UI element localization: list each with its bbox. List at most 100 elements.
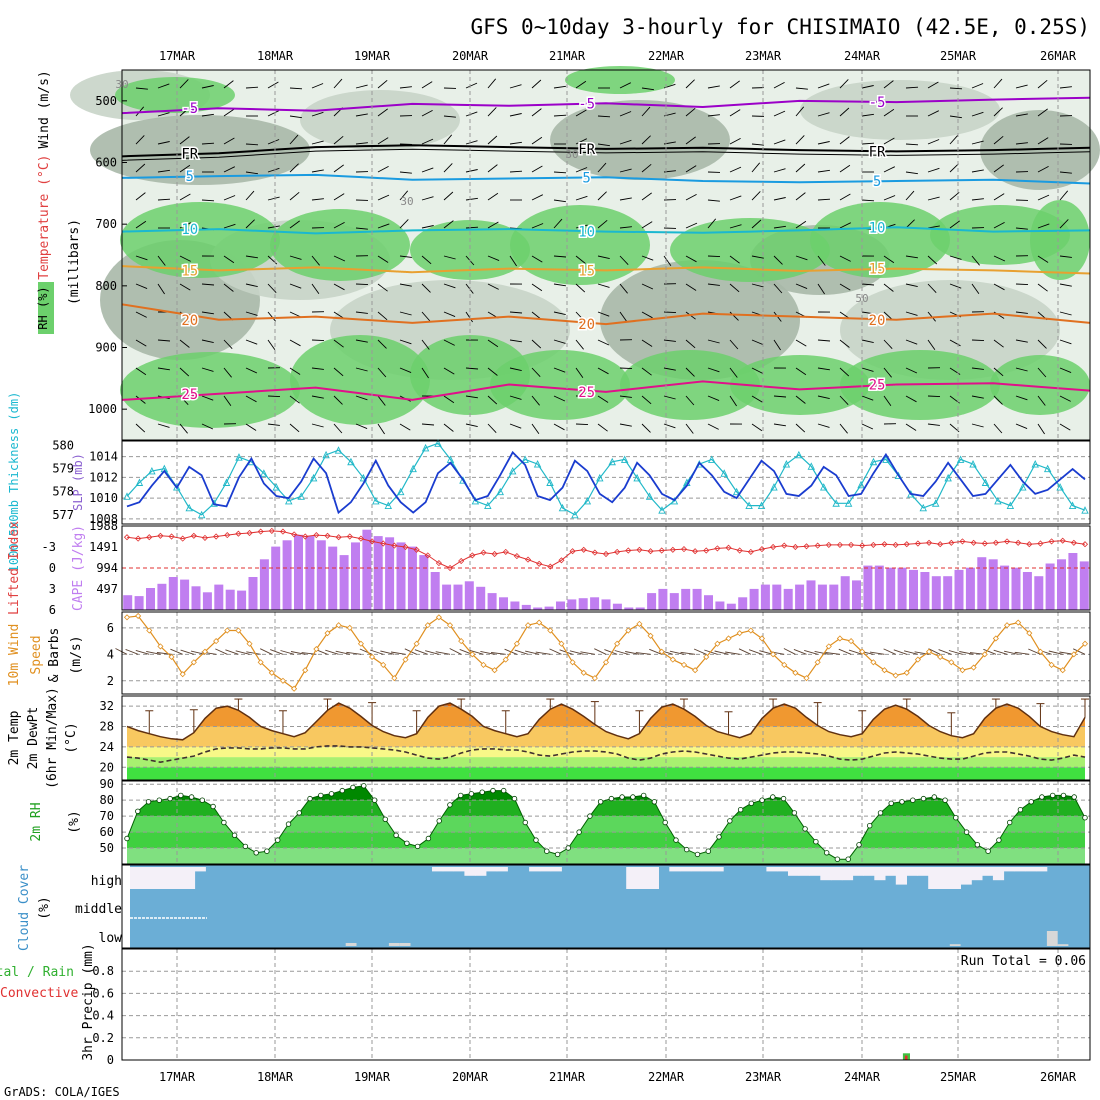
wind-barb — [179, 423, 188, 434]
wind-barb — [971, 367, 984, 370]
wind-barb — [289, 395, 300, 404]
date-label: 24MAR — [844, 1070, 881, 1084]
date-label: 24MAR — [844, 49, 881, 63]
wind-barb — [157, 141, 170, 145]
wind-speed-point — [770, 651, 777, 658]
wind-barb — [531, 255, 543, 263]
wind-barb — [893, 649, 907, 655]
rh-point — [522, 819, 528, 826]
wind-barb — [795, 163, 806, 173]
cape-bar — [897, 567, 907, 610]
li-point — [1059, 537, 1066, 544]
wind-barb — [267, 139, 280, 145]
wind-barb — [553, 339, 566, 344]
wind-barb — [927, 196, 940, 201]
wind-barb — [729, 367, 738, 378]
rh-high-shading — [670, 218, 830, 282]
thickness-point — [658, 506, 666, 514]
cape-bar — [715, 601, 725, 610]
rh2m-panel: 50 60 70 80 90 2m RH (%) — [29, 777, 1091, 865]
wind-barb — [707, 114, 720, 117]
cape-bar — [282, 540, 292, 610]
wind-barb — [487, 221, 499, 229]
wind-barb — [531, 165, 543, 173]
temp-band — [127, 767, 1085, 780]
wind-barb — [619, 311, 628, 323]
wind-barb — [377, 367, 387, 378]
thickness-point — [508, 466, 517, 475]
cape-bar — [339, 555, 349, 610]
high-cloud-gap — [928, 867, 940, 889]
cape-bar — [988, 559, 998, 610]
wind10m-panel: 2 4 6 10m Wind Speed & Barbs (m/s) — [7, 611, 1091, 695]
wind-barb — [663, 255, 672, 267]
wind-barb — [531, 423, 540, 435]
wind-speed-point — [536, 619, 543, 626]
cape-bar — [521, 604, 531, 610]
wind-barb — [245, 367, 258, 374]
pressure-tick: 900 — [95, 341, 117, 355]
wind-barb — [971, 423, 984, 428]
isotherm-label: 5 — [873, 174, 881, 190]
high-cloud-gap — [1014, 867, 1026, 872]
wind-speed-point — [480, 661, 487, 668]
li-point — [747, 548, 754, 555]
wind-barb — [839, 395, 849, 406]
wind-speed-point — [291, 685, 298, 692]
wind-barb — [619, 423, 632, 427]
wind-barb — [487, 78, 497, 89]
wind-barb — [993, 395, 1003, 405]
rh-point — [931, 794, 937, 800]
wind-barb — [1059, 86, 1072, 89]
wind-barb — [905, 423, 917, 431]
high-cloud-gap — [550, 867, 562, 872]
li-point — [825, 541, 832, 548]
high-cloud-gap — [960, 867, 972, 885]
slp-tick: 1012 — [89, 470, 118, 484]
thickness-point — [882, 455, 890, 463]
li-point — [357, 535, 364, 542]
wind-barb — [377, 108, 388, 117]
cape-bar — [886, 567, 896, 610]
wind-barb — [333, 395, 343, 405]
wind-barb — [685, 136, 696, 145]
date-label: 18MAR — [257, 1070, 294, 1084]
wind-barb — [685, 194, 697, 201]
wind-speed-point — [747, 627, 754, 634]
wind-speed-point — [591, 675, 598, 682]
wind-barb — [223, 339, 233, 350]
high-cloud-gap — [809, 867, 821, 876]
wind-barb — [267, 395, 281, 398]
high-cloud-gap — [949, 867, 961, 889]
cape-bar — [533, 607, 543, 610]
wind-barb — [619, 111, 632, 117]
y-axis-label: (m/s) — [69, 635, 84, 674]
wind-barb — [399, 423, 411, 431]
rh-point — [802, 826, 808, 832]
wind-barb — [751, 191, 761, 201]
wind-barb — [1059, 339, 1072, 345]
wind-speed-point — [669, 656, 676, 663]
li-point — [602, 550, 610, 558]
wind-speed-point — [625, 627, 632, 634]
wind-barb — [641, 255, 654, 261]
isotherm-label: 5 — [582, 170, 590, 186]
wind-speed-point — [658, 648, 665, 655]
li-point — [279, 528, 287, 535]
wind-barb — [201, 339, 214, 344]
wind-barb — [179, 222, 191, 229]
date-label: 19MAR — [354, 1070, 391, 1084]
wind-barb — [883, 137, 895, 145]
thickness-point — [596, 473, 604, 482]
wind-barb — [604, 649, 618, 655]
wind-barb — [333, 339, 344, 348]
cape-bar — [738, 597, 748, 610]
cape-bar — [783, 588, 793, 610]
wind-barb — [465, 395, 478, 399]
footer-credit: GrADS: COLA/IGES — [4, 1085, 120, 1099]
wind-barb — [465, 197, 478, 201]
wind-speed-point — [146, 627, 153, 634]
wind-barb — [729, 283, 740, 293]
rh-point — [813, 839, 819, 845]
rh-point — [458, 792, 464, 799]
